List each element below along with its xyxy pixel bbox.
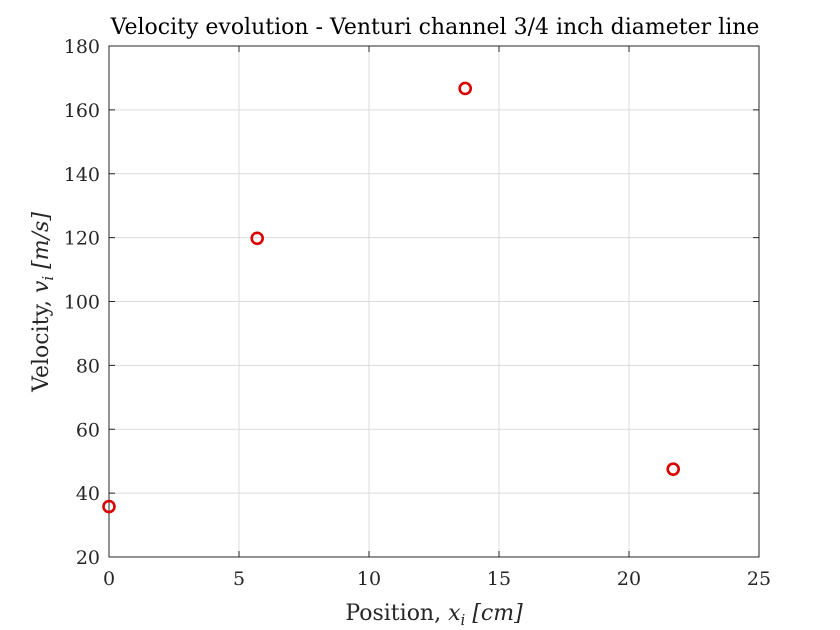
x-tick-label: 15 xyxy=(487,568,511,590)
grid-lines xyxy=(108,45,760,558)
y-tick-label: 140 xyxy=(64,164,100,186)
y-tick-label: 160 xyxy=(64,100,100,122)
chart-title: Velocity evolution - Venturi channel 3/4… xyxy=(110,15,760,40)
y-tick-label: 120 xyxy=(64,228,100,250)
y-tick-label: 60 xyxy=(76,419,100,441)
data-point xyxy=(458,81,473,96)
x-tick-label: 20 xyxy=(617,568,641,590)
data-point xyxy=(102,499,116,514)
x-tick-label: 0 xyxy=(103,568,115,590)
y-axis-label: Velocity, vi [m/s] xyxy=(29,212,57,393)
x-axis-label: Position, xi [cm] xyxy=(345,601,523,629)
axis-ticks: 0 5 10 15 20 25 20 40 60 80 100 120 140 160 180 xyxy=(64,36,771,590)
y-tick-label: 100 xyxy=(64,292,100,314)
data-point xyxy=(250,231,265,246)
y-tick-label: 180 xyxy=(64,36,100,58)
x-tick-label: 10 xyxy=(357,568,381,590)
data-points xyxy=(102,81,681,514)
y-tick-label: 40 xyxy=(76,483,100,505)
data-point xyxy=(666,462,681,476)
y-tick-label: 20 xyxy=(76,547,100,569)
plot-area xyxy=(108,45,760,558)
x-tick-label: 25 xyxy=(747,568,771,590)
x-tick-label: 5 xyxy=(233,568,245,590)
y-tick-label: 80 xyxy=(76,355,100,377)
